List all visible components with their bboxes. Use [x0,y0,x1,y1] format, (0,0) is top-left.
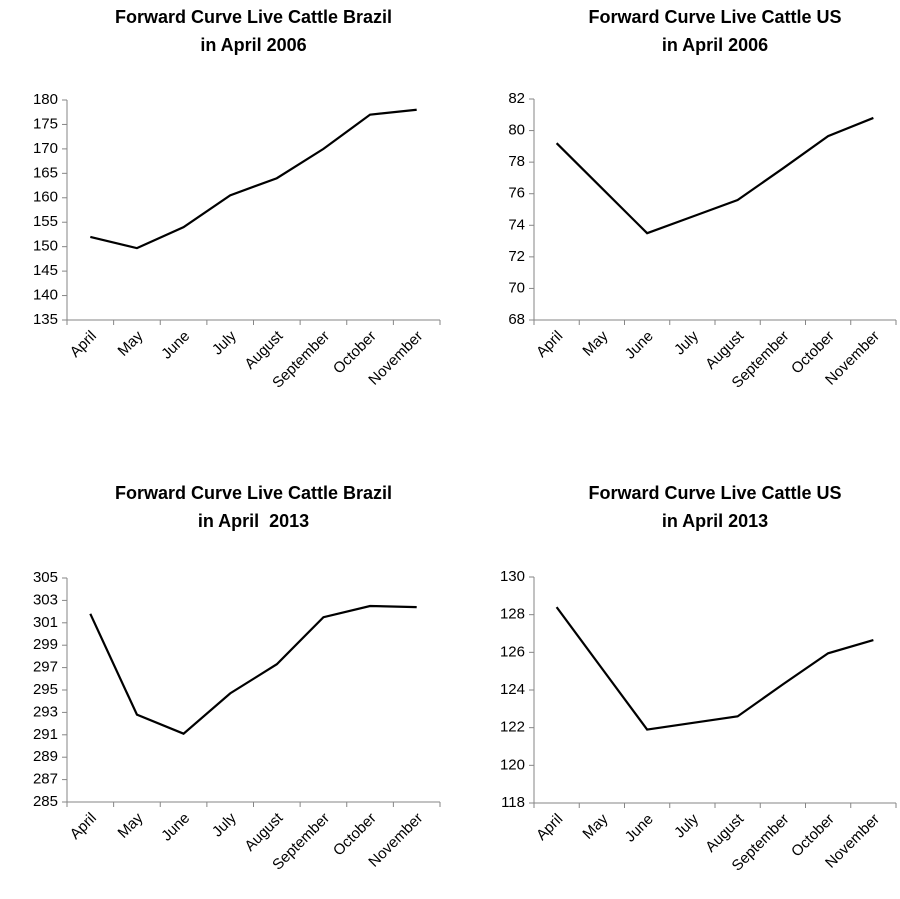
chart-title: in April 2006 [662,35,768,55]
chart-title: Forward Curve Live Cattle US [588,7,841,27]
chart-title: Forward Curve Live Cattle US [588,483,841,503]
x-tick-label: August [241,809,287,855]
x-tick-label: April [67,810,100,843]
chart-title: in April 2013 [662,511,768,531]
y-tick-label: 285 [33,793,58,810]
y-tick-label: 165 [33,164,58,181]
y-tick-label: 128 [500,606,525,623]
x-tick-label: July [671,810,702,841]
y-tick-label: 160 [33,189,58,206]
y-tick-label: 76 [508,185,525,202]
y-tick-label: 291 [33,726,58,743]
chart-title: Forward Curve Live Cattle Brazil [115,7,392,27]
y-tick-label: 74 [508,216,525,233]
y-tick-label: 287 [33,771,58,788]
x-tick-label: April [533,328,566,361]
y-tick-label: 299 [33,636,58,653]
x-tick-label: August [241,327,287,373]
chart-title: in April 2013 [198,511,309,531]
y-tick-label: 295 [33,681,58,698]
x-tick-label: May [115,809,147,841]
y-tick-label: 301 [33,614,58,631]
x-tick-label: July [671,327,702,358]
y-tick-label: 305 [33,569,58,586]
y-tick-label: 122 [500,719,525,736]
x-tick-label: June [158,810,193,845]
line [90,108,417,250]
y-tick-label: 120 [500,756,525,773]
y-tick-label: 170 [33,140,58,157]
y-tick-label: 155 [33,213,58,230]
y-tick-label: 135 [33,311,58,328]
y-tick-label: 124 [500,681,525,698]
y-tick-label: 130 [500,568,525,585]
line [555,116,874,235]
x-tick-label: April [533,811,566,844]
x-tick-label: May [115,327,147,359]
y-tick-label: 145 [33,262,58,279]
y-tick-label: 289 [33,748,58,765]
chart-title: in April 2006 [200,35,306,55]
x-tick-label: April [67,328,100,361]
y-tick-label: 140 [33,287,58,304]
y-tick-label: 293 [33,703,58,720]
chart-title: Forward Curve Live Cattle Brazil [115,483,392,503]
y-tick-label: 303 [33,591,58,608]
x-tick-label: July [209,809,240,840]
y-tick-label: 175 [33,115,58,132]
y-tick-label: 80 [508,122,525,139]
y-tick-label: 72 [508,248,525,265]
y-tick-label: 70 [508,279,525,296]
y-tick-label: 180 [33,91,58,108]
y-tick-label: 297 [33,659,58,676]
y-tick-label: 82 [508,90,525,107]
x-tick-label: July [209,327,240,358]
x-tick-label: May [579,810,611,842]
x-tick-label: June [622,811,657,846]
y-tick-label: 68 [508,311,525,328]
x-tick-label: May [579,327,611,359]
line [89,604,417,735]
y-tick-label: 118 [501,794,525,811]
y-tick-label: 150 [33,238,58,255]
y-tick-label: 78 [508,153,525,170]
y-tick-label: 126 [500,643,525,660]
line [555,606,874,731]
x-tick-label: June [622,328,657,363]
x-tick-label: June [158,328,193,363]
